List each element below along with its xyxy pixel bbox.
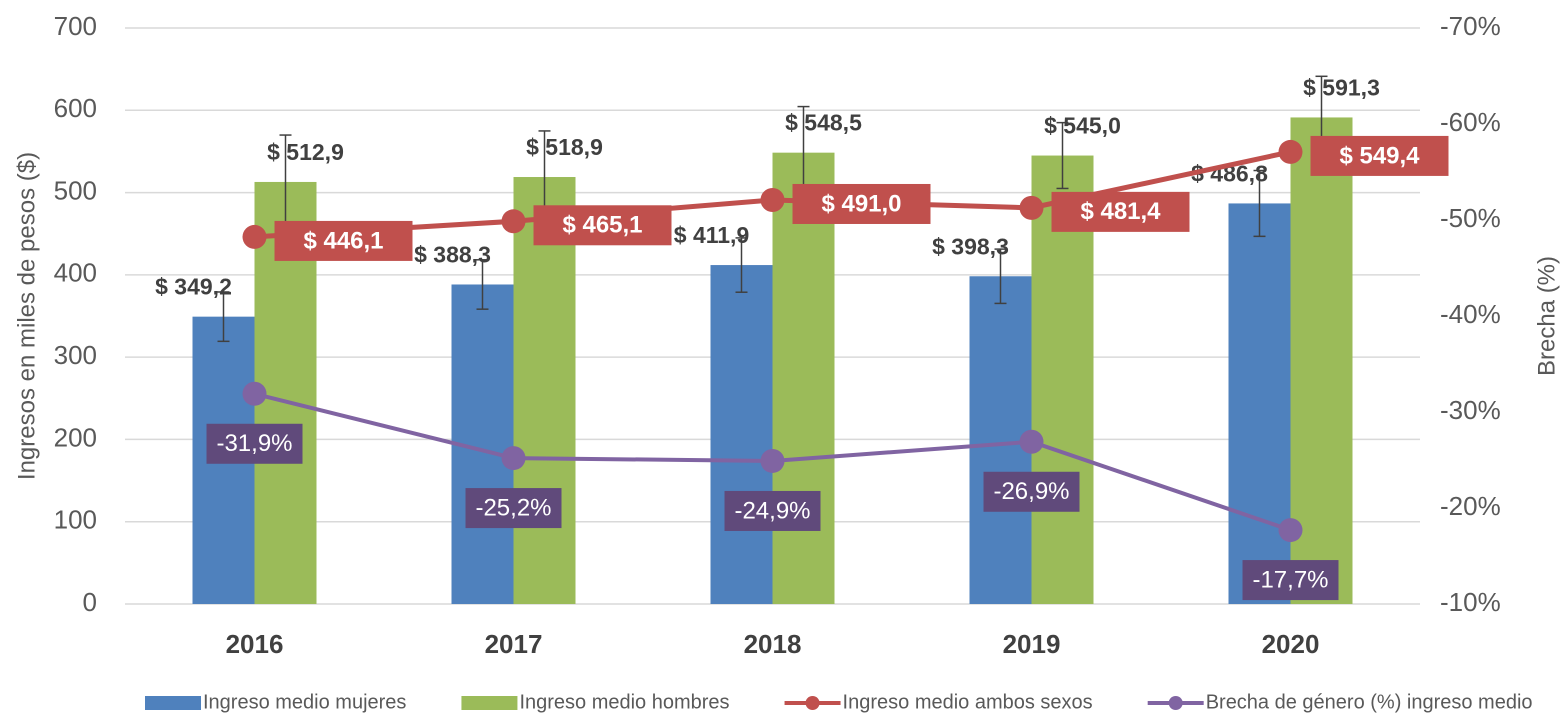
label-box — [1310, 135, 1449, 176]
data-label: -26,9% — [993, 478, 1069, 505]
error-bar — [1253, 169, 1266, 238]
label-box — [724, 490, 821, 531]
line-marker — [242, 224, 267, 249]
data-label: $ 446,1 — [303, 227, 383, 254]
data-label: $ 591,3 — [1303, 75, 1380, 101]
y2-tick-label: -60% — [1440, 107, 1501, 137]
label-box — [1242, 560, 1339, 601]
data-label: $ 388,3 — [414, 242, 491, 268]
y2-axis-title: Brecha (%) — [1533, 256, 1560, 376]
bar — [1290, 117, 1353, 604]
legend-swatch — [1168, 696, 1183, 710]
y-axis-title: Ingresos en miles de pesos ($) — [13, 152, 40, 480]
legend-swatch — [461, 696, 518, 710]
error-bar — [476, 259, 489, 310]
y2-tick-label: -20% — [1440, 491, 1501, 521]
x-tick-label: 2020 — [1262, 629, 1320, 659]
label-box — [274, 220, 413, 261]
x-tick-label: 2016 — [226, 629, 284, 659]
y-tick-label: 400 — [54, 258, 97, 288]
data-label: $ 491,0 — [821, 190, 901, 217]
legend-label: Ingreso medio ambos sexos — [843, 691, 1093, 713]
line-marker — [1019, 195, 1044, 220]
y-tick-label: 500 — [54, 175, 97, 205]
label-box — [983, 471, 1080, 512]
data-label: $ 398,3 — [932, 233, 1009, 259]
data-label: $ 549,4 — [1339, 142, 1420, 169]
line-marker — [242, 381, 267, 406]
y-tick-label: 200 — [54, 422, 97, 452]
data-label: $ 411,9 — [674, 222, 749, 248]
data-label: $ 518,9 — [526, 134, 603, 160]
line-marker — [501, 446, 526, 471]
data-label: $ 512,9 — [267, 139, 344, 165]
data-label: $ 545,0 — [1044, 113, 1121, 139]
data-label: -25,2% — [475, 494, 551, 521]
line-marker — [760, 187, 785, 212]
y-tick-label: 100 — [54, 505, 97, 535]
data-label: -24,9% — [734, 497, 810, 524]
data-label: $ 481,4 — [1080, 198, 1161, 225]
y-tick-label: 700 — [54, 11, 97, 41]
x-tick-label: 2017 — [485, 629, 543, 659]
label-box — [792, 183, 931, 224]
legend-swatch — [805, 696, 820, 710]
bar — [513, 177, 576, 605]
line-marker — [760, 448, 785, 473]
y2-tick-label: -50% — [1440, 203, 1501, 233]
data-label: -17,7% — [1252, 566, 1328, 593]
y2-tick-label: -10% — [1440, 587, 1501, 617]
label-box — [1051, 191, 1190, 232]
x-tick-label: 2018 — [744, 629, 802, 659]
label-box — [533, 205, 672, 246]
data-label: -31,9% — [216, 430, 292, 457]
y2-tick-label: -70% — [1440, 11, 1501, 41]
x-tick-label: 2019 — [1003, 629, 1061, 659]
error-bar — [217, 291, 230, 343]
label-box — [465, 488, 562, 529]
line-marker — [1278, 518, 1303, 543]
bar — [1228, 203, 1291, 604]
legend-label: Ingreso medio hombres — [519, 691, 729, 713]
label-box — [206, 423, 303, 464]
bar — [710, 265, 773, 604]
line-marker — [501, 209, 526, 234]
data-label: $ 548,5 — [785, 110, 862, 136]
legend-label: Brecha de género (%) ingreso medio — [1206, 691, 1533, 713]
line-marker — [1278, 139, 1303, 164]
y2-tick-label: -30% — [1440, 395, 1501, 425]
y-tick-label: 300 — [54, 340, 97, 370]
line-marker — [1019, 429, 1044, 454]
error-bar — [1056, 121, 1069, 190]
data-label: $ 465,1 — [562, 212, 642, 239]
error-bar — [994, 248, 1007, 305]
y2-tick-label: -40% — [1440, 299, 1501, 329]
y-tick-label: 600 — [54, 93, 97, 123]
error-bar — [735, 237, 748, 293]
legend-label: Ingreso medio mujeres — [203, 691, 406, 713]
y-tick-label: 0 — [83, 587, 97, 617]
legend-swatch — [145, 696, 201, 710]
data-label: $ 349,2 — [155, 274, 232, 300]
